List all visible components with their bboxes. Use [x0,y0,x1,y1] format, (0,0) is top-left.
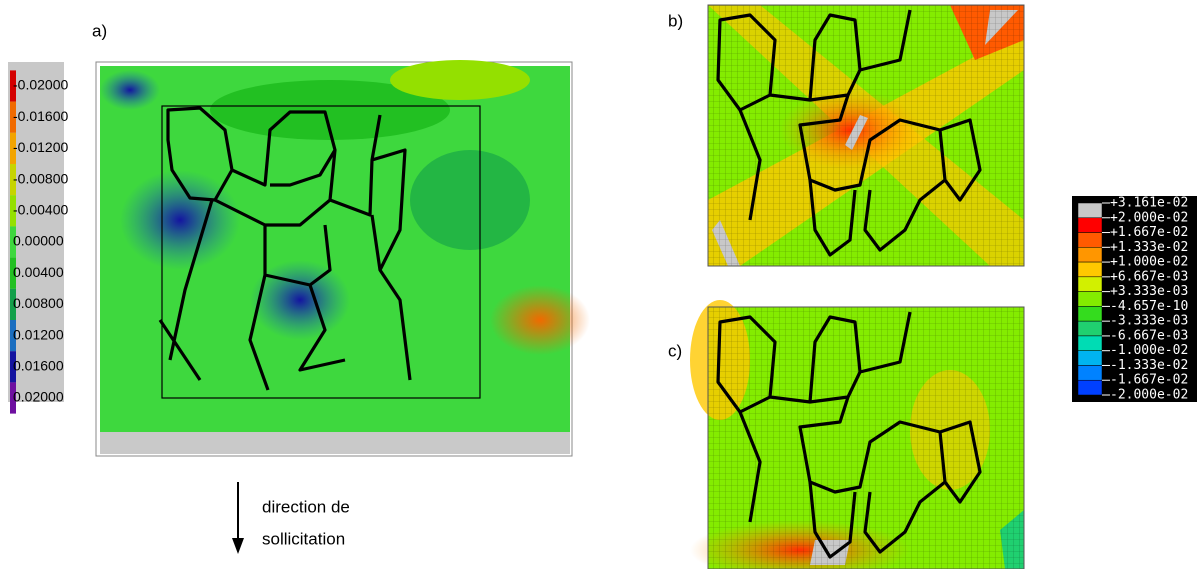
scale-swatch [10,132,16,164]
region [390,60,530,100]
panel-label: b) [668,11,683,30]
map-b [707,4,1025,267]
scale-label: -3.333e-03 [1110,314,1188,329]
scale-label: +3.333e-03 [1110,284,1188,299]
region [100,70,160,110]
arrow-text: sollicitation [262,529,345,548]
map-a [95,60,590,457]
scale-label: +6.667e-03 [1110,269,1188,284]
scale-swatch [1077,232,1103,248]
panel-label: a) [92,21,107,40]
zone-frame [161,105,481,399]
scale-swatch [10,70,16,102]
scale-label: +1.333e-02 [1110,240,1188,255]
scale-swatch [1077,306,1103,322]
scale-label: -6.667e-03 [1110,328,1188,343]
scale-swatch [1077,291,1103,307]
scale-label: 0.00000 [13,233,64,249]
scale-swatch [1077,379,1103,396]
region [410,150,530,250]
scale-swatch [10,288,16,320]
scale-swatch [10,195,16,227]
scale-swatch [10,351,16,383]
scale-swatch [1077,217,1103,233]
scale-label: -2.000e-02 [1110,388,1188,403]
scale-swatch [1077,247,1103,263]
grain-boundary [716,9,982,257]
scale-swatch [10,382,16,414]
scale-label: 0.01200 [13,326,64,342]
scale-label: 0.01600 [13,358,64,374]
scale-label: -0.01600 [13,108,68,124]
scale-label: +3.161e-02 [1110,196,1188,211]
scale-label: 0.00800 [13,295,64,311]
grain-boundary [716,311,982,559]
scale-label: -1.333e-02 [1110,358,1188,373]
map-c [690,300,1025,574]
region [250,260,350,340]
scale-swatch [10,257,16,289]
scale-swatch [10,320,16,352]
scale-swatch [10,226,16,258]
scale-label: -1.667e-02 [1110,373,1188,388]
scale-label: -0.01200 [13,139,68,155]
region [120,170,240,270]
arrow-text: direction de [262,497,350,516]
scale-label: +1.000e-02 [1110,255,1188,270]
scale-swatch [1077,350,1103,366]
scale-swatch [1077,320,1103,337]
scale-label: +2.000e-02 [1110,210,1188,225]
region [490,285,590,355]
scale-a: -0.02000 -0.01600 -0.01200 -0.00800 -0.00400… [10,70,68,414]
scale-label: -1.000e-02 [1110,343,1188,358]
arrow-head [232,538,244,554]
scale-b: +3.161e-02+2.000e-02+1.667e-02+1.333e-02… [1077,196,1188,403]
scale-label: 0.00400 [13,264,64,280]
scale-swatch [1077,202,1103,219]
scale-background [8,62,64,402]
scale-swatch [10,164,16,196]
scale-label: -0.02000 [13,77,68,93]
scale-label: -0.00800 [13,170,68,186]
scale-swatch [1077,276,1103,292]
scale-label: +1.667e-02 [1110,225,1188,240]
region [210,80,450,140]
scale-label: 0.02000 [13,389,64,405]
panel-label: c) [668,341,682,360]
image-strip [100,432,570,454]
scale-label: -4.657e-10 [1110,299,1188,314]
scale-label: -0.00400 [13,202,68,218]
scale-swatch [1077,261,1103,278]
grain-boundary [158,106,412,391]
scale-swatch [10,101,16,133]
scale-swatch [1077,365,1103,381]
scale-swatch [1077,335,1103,351]
